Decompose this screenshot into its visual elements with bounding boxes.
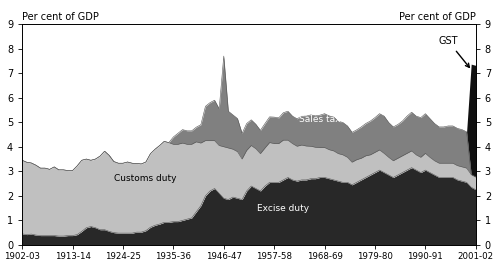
Text: Sales tax: Sales tax: [299, 115, 341, 124]
Text: Per cent of GDP: Per cent of GDP: [399, 12, 476, 22]
Text: Per cent of GDP: Per cent of GDP: [22, 12, 99, 22]
Text: Customs duty: Customs duty: [114, 174, 176, 183]
Text: GST: GST: [439, 36, 470, 67]
Text: Excise duty: Excise duty: [257, 204, 309, 213]
